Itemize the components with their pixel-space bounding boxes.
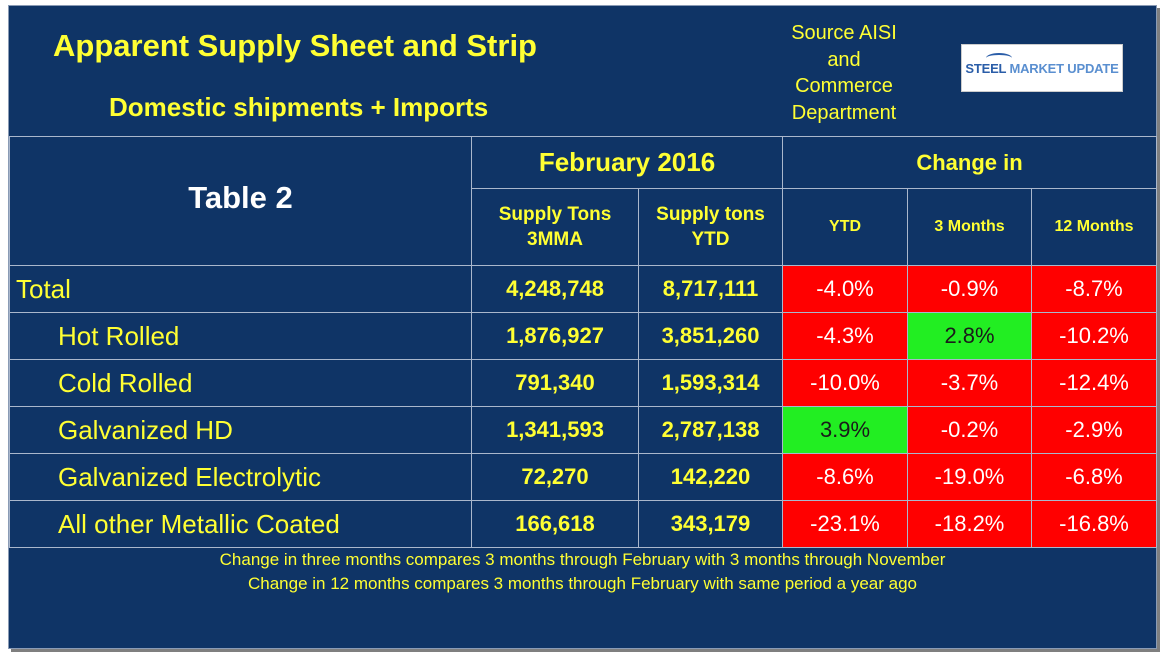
supply-3mma-cell: 1,876,927	[471, 312, 639, 360]
change-3m-cell: -18.2%	[907, 500, 1033, 548]
source-line: Commerce	[795, 75, 893, 97]
footnote-line: Change in 12 months compares 3 months th…	[247, 574, 918, 593]
change-3m-cell: -3.7%	[907, 359, 1033, 407]
supply-3mma-cell: 72,270	[471, 453, 639, 501]
change-3m-cell: -19.0%	[907, 453, 1033, 501]
source-line: and	[827, 48, 861, 71]
change-12m-cell: -12.4%	[1031, 359, 1158, 407]
change-ytd-cell: -10.0%	[782, 359, 909, 407]
table-row: Hot Rolled 1,876,927 3,851,260 -4.3% 2.8…	[9, 312, 1158, 360]
supply-ytd-cell: 2,787,138	[637, 406, 784, 454]
slide-header: Apparent Supply Sheet and Strip Domestic…	[9, 6, 1156, 136]
row-label: Hot Rolled	[9, 312, 472, 360]
footnotes: Change in three months compares 3 months…	[9, 548, 1156, 596]
supply-ytd-cell: 1,593,314	[637, 359, 784, 407]
change-ytd-cell: -4.0%	[782, 265, 909, 313]
supply-3mma-cell: 4,248,748	[471, 265, 639, 313]
slide-frame: Apparent Supply Sheet and Strip Domestic…	[8, 5, 1158, 649]
supply-table: Table 2 February 2016 Change in Supply T…	[9, 136, 1158, 548]
source-line: Source AISI	[791, 22, 897, 44]
slide-subtitle: Domestic shipments + Imports	[109, 92, 489, 122]
row-label: Galvanized Electrolytic	[9, 453, 472, 501]
row-label: All other Metallic Coated	[9, 500, 472, 548]
col-header-3-months: 3 Months	[907, 188, 1033, 266]
change-12m-cell: -2.9%	[1031, 406, 1158, 454]
source-note: Source AISI and Commerce Department	[769, 20, 919, 126]
table-row: All other Metallic Coated 166,618 343,17…	[9, 500, 1158, 548]
col-header-12-months: 12 Months	[1031, 188, 1158, 266]
logo-text: STEEL MARKET UPDATE	[965, 61, 1119, 76]
change-3m-cell: -0.9%	[907, 265, 1033, 313]
row-label: Total	[9, 265, 472, 313]
change-3m-cell: 2.8%	[907, 312, 1033, 360]
change-ytd-cell: -4.3%	[782, 312, 909, 360]
period-header: February 2016	[470, 136, 784, 189]
logo-swoosh-icon	[986, 53, 1012, 63]
change-ytd-cell: 3.9%	[782, 406, 909, 454]
change-ytd-cell: -8.6%	[782, 453, 909, 501]
source-line: Department	[791, 101, 897, 124]
supply-ytd-cell: 142,220	[637, 453, 784, 501]
row-label: Galvanized HD	[9, 406, 472, 454]
change-header: Change in	[782, 136, 1158, 189]
table-row: Galvanized Electrolytic 72,270 142,220 -…	[9, 453, 1158, 501]
supply-3mma-cell: 1,341,593	[471, 406, 639, 454]
col-header-supply-ytd: Supply tons YTD	[637, 188, 784, 266]
steel-market-update-logo: STEEL MARKET UPDATE	[961, 44, 1123, 92]
change-12m-cell: -10.2%	[1031, 312, 1158, 360]
change-12m-cell: -6.8%	[1031, 453, 1158, 501]
supply-ytd-cell: 343,179	[637, 500, 784, 548]
table-row: Cold Rolled 791,340 1,593,314 -10.0% -3.…	[9, 359, 1158, 407]
change-ytd-cell: -23.1%	[782, 500, 909, 548]
row-label: Cold Rolled	[9, 359, 472, 407]
footnote-line: Change in three months compares 3 months…	[219, 550, 946, 569]
change-12m-cell: -8.7%	[1031, 265, 1158, 313]
col-header-ytd: YTD	[782, 188, 909, 266]
table-row: Total 4,248,748 8,717,111 -4.0% -0.9% -8…	[9, 265, 1158, 313]
table-row: Galvanized HD 1,341,593 2,787,138 3.9% -…	[9, 406, 1158, 454]
supply-ytd-cell: 8,717,111	[637, 265, 784, 313]
table-label: Table 2	[9, 136, 472, 266]
supply-3mma-cell: 166,618	[471, 500, 639, 548]
supply-ytd-cell: 3,851,260	[637, 312, 784, 360]
slide-title: Apparent Supply Sheet and Strip	[53, 28, 537, 63]
col-header-supply-3mma: Supply Tons 3MMA	[471, 188, 639, 266]
change-12m-cell: -16.8%	[1031, 500, 1158, 548]
supply-3mma-cell: 791,340	[471, 359, 639, 407]
change-3m-cell: -0.2%	[907, 406, 1033, 454]
